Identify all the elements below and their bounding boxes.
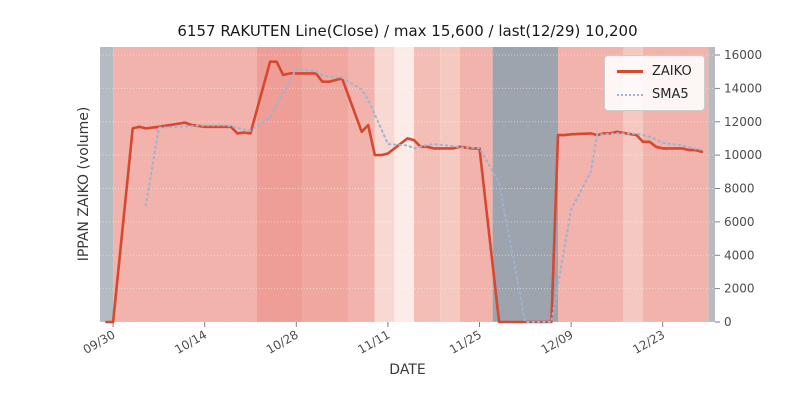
background-band <box>374 47 395 322</box>
x-tick-label: 11/11 <box>355 327 392 356</box>
x-tick-label: 12/09 <box>539 327 576 356</box>
y-tick-label: 0 <box>724 315 732 329</box>
y-axis-label: IPPAN ZAIKO (volume) <box>76 106 92 262</box>
y-tick-label: 2000 <box>724 282 755 296</box>
y-tick-label: 12000 <box>724 115 762 129</box>
x-tick-label: 11/25 <box>447 327 484 356</box>
background-band <box>708 47 715 322</box>
chart-title: 6157 RAKUTEN Line(Close) / max 15,600 / … <box>177 22 638 40</box>
x-tick-label: 09/30 <box>81 327 118 356</box>
background-band <box>623 47 643 322</box>
legend-item-sma5: SMA5 <box>617 87 692 102</box>
sma5-line-sample <box>617 93 643 96</box>
y-tick-label: 4000 <box>724 248 755 262</box>
background-band <box>257 47 303 322</box>
x-tick-label: 10/14 <box>172 327 209 356</box>
background-band <box>459 47 493 322</box>
background-band <box>348 47 375 322</box>
legend-item-zaiko: ZAIKO <box>617 64 692 79</box>
y-tick-label: 8000 <box>724 182 755 196</box>
x-axis-label: DATE <box>389 362 426 378</box>
background-band <box>414 47 441 322</box>
sma5-line <box>144 68 703 323</box>
legend: ZAIKO SMA5 <box>604 55 705 111</box>
background-band <box>492 47 558 322</box>
x-tick-label: 12/23 <box>630 327 667 356</box>
x-tick-label: 10/28 <box>264 327 301 356</box>
y-tick-label: 14000 <box>724 81 762 95</box>
y-tick-label: 6000 <box>724 215 755 229</box>
background-band <box>440 47 460 322</box>
background-band <box>302 47 349 322</box>
legend-label-zaiko: ZAIKO <box>652 64 692 79</box>
zaiko-line-sample <box>617 70 643 73</box>
background-band <box>394 47 414 322</box>
background-band <box>113 47 257 322</box>
legend-label-sma5: SMA5 <box>652 87 689 102</box>
y-tick-label: 16000 <box>724 48 762 62</box>
background-band <box>100 47 114 322</box>
y-tick-label: 10000 <box>724 148 762 162</box>
